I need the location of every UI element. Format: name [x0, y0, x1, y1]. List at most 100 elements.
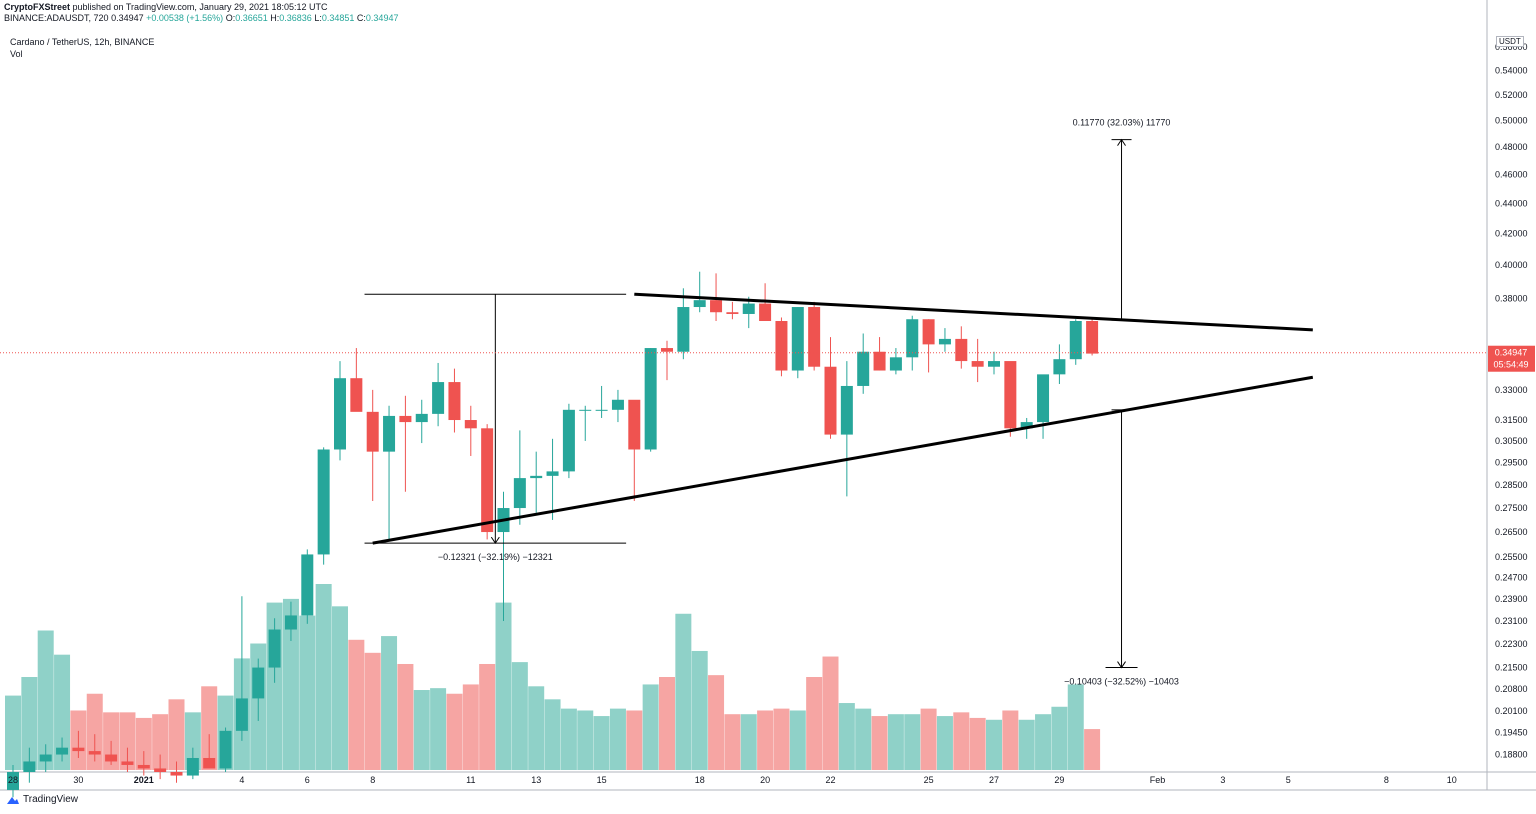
time-tick: 27 — [989, 775, 999, 785]
time-tick: 3 — [1220, 775, 1225, 785]
candle-body — [579, 409, 592, 411]
candle-body — [742, 303, 755, 314]
volume-bar — [969, 717, 986, 770]
candle-body — [808, 307, 821, 367]
candle-body — [186, 757, 199, 776]
price-tick: 0.44000 — [1495, 198, 1528, 208]
candle-body — [366, 411, 379, 452]
time-tick: 20 — [760, 775, 770, 785]
target-up-label: 0.11770 (32.03%) 11770 — [1073, 118, 1171, 128]
volume-bar — [479, 663, 496, 770]
price-tick: 0.29500 — [1495, 458, 1528, 468]
price-axis: 0.34947 05:54:49 0.56000 0.54000 0.52000 0.50… — [1488, 42, 1535, 760]
upper-trendline — [634, 292, 1313, 332]
volume-bar — [1035, 714, 1052, 770]
height-measure-arrowhead — [490, 536, 500, 545]
tradingview-text: TradingView — [23, 794, 79, 805]
volume-bar — [430, 688, 447, 770]
candle-body — [710, 300, 723, 313]
volume-bar — [299, 615, 316, 770]
price-tick: 0.56000 — [1495, 42, 1528, 52]
volume-bar — [675, 613, 692, 770]
candle-body — [121, 761, 134, 765]
volume-bar — [511, 662, 528, 770]
volume-bar — [855, 708, 872, 770]
countdown-label: 05:54:49 — [1493, 360, 1528, 370]
price-change: +0.00538 (+1.56%) — [146, 13, 224, 23]
publisher-name[interactable]: CryptoFXStreet — [4, 2, 71, 12]
target-down-arrowhead — [1117, 661, 1126, 669]
candle-body — [23, 761, 36, 772]
price-tick: 0.50000 — [1495, 116, 1528, 126]
candle-body — [1020, 422, 1033, 429]
last-price-badge — [1488, 345, 1535, 372]
volume-bar — [642, 684, 659, 770]
price-tick: 0.33000 — [1495, 385, 1528, 395]
candle-body — [235, 698, 248, 731]
volume-bar — [838, 703, 855, 770]
volume-bar — [609, 708, 626, 770]
volume-bar — [724, 714, 741, 770]
price-tick: 0.27500 — [1495, 503, 1528, 513]
ohlc-high: 0.36836 — [279, 13, 312, 23]
ohlc-o-label: O: — [225, 13, 236, 23]
volume-bar — [936, 716, 953, 770]
currency-label[interactable]: USDT — [1496, 36, 1524, 47]
height-measure-label: −0.12321 (−32.19%) −12321 — [438, 552, 553, 562]
ohlc-h-label: H: — [270, 13, 280, 23]
candle-body — [971, 361, 984, 367]
candle-body — [611, 399, 624, 410]
series-title[interactable]: Cardano / TetherUS, 12h, BINANCE — [10, 37, 155, 47]
volume-bar — [462, 684, 479, 770]
candle-body — [383, 415, 396, 452]
volume-bar — [86, 693, 103, 770]
time-tick: 5 — [1286, 775, 1291, 785]
volume-label[interactable]: Vol — [10, 49, 23, 59]
volume-bar — [920, 708, 937, 770]
candle-body — [1069, 321, 1082, 360]
volume-bar — [986, 719, 1002, 770]
volume-bar — [708, 675, 725, 770]
grid — [0, 0, 1536, 791]
volume-bar — [5, 695, 21, 770]
price-tick: 0.54000 — [1495, 66, 1528, 76]
candle-body — [137, 764, 150, 769]
candle-body — [906, 319, 919, 358]
volume-bar — [495, 602, 512, 770]
volume-bar — [740, 714, 757, 770]
volume-bar — [1051, 706, 1068, 770]
time-tick: 15 — [597, 775, 607, 785]
candle-body — [252, 667, 265, 699]
tradingview-logo[interactable]: TradingView — [4, 794, 78, 805]
candle-body — [39, 754, 52, 762]
candle-body — [219, 730, 232, 769]
price-tick: 0.21500 — [1495, 663, 1528, 673]
volume-bar — [381, 636, 398, 770]
price-tick: 0.46000 — [1495, 170, 1528, 180]
time-tick: 30 — [73, 775, 83, 785]
price-tick: 0.25500 — [1495, 552, 1528, 562]
candle-body — [88, 751, 101, 755]
price-tick: 0.30500 — [1495, 436, 1528, 446]
volume-bar — [904, 714, 921, 770]
candle-body — [7, 772, 19, 790]
candle-body — [1004, 361, 1017, 429]
candle-body — [938, 338, 951, 345]
time-tick: 11 — [466, 775, 475, 785]
target-up-arrowhead — [1117, 138, 1126, 146]
volume-bar — [528, 686, 545, 770]
volume-bar — [1084, 729, 1101, 770]
price-tick: 0.26500 — [1495, 527, 1528, 537]
candle-body — [857, 351, 870, 386]
price-tick: 0.24700 — [1495, 573, 1528, 583]
candle-body — [759, 303, 772, 322]
candle-body — [530, 475, 543, 479]
candle-body — [595, 409, 608, 411]
tradingview-cloud-icon — [7, 796, 19, 804]
ohlc-open: 0.36651 — [235, 13, 268, 23]
candle-body — [661, 348, 673, 352]
candle-body — [317, 449, 330, 555]
volume-bar — [1067, 684, 1084, 770]
time-tick: 8 — [370, 775, 375, 785]
